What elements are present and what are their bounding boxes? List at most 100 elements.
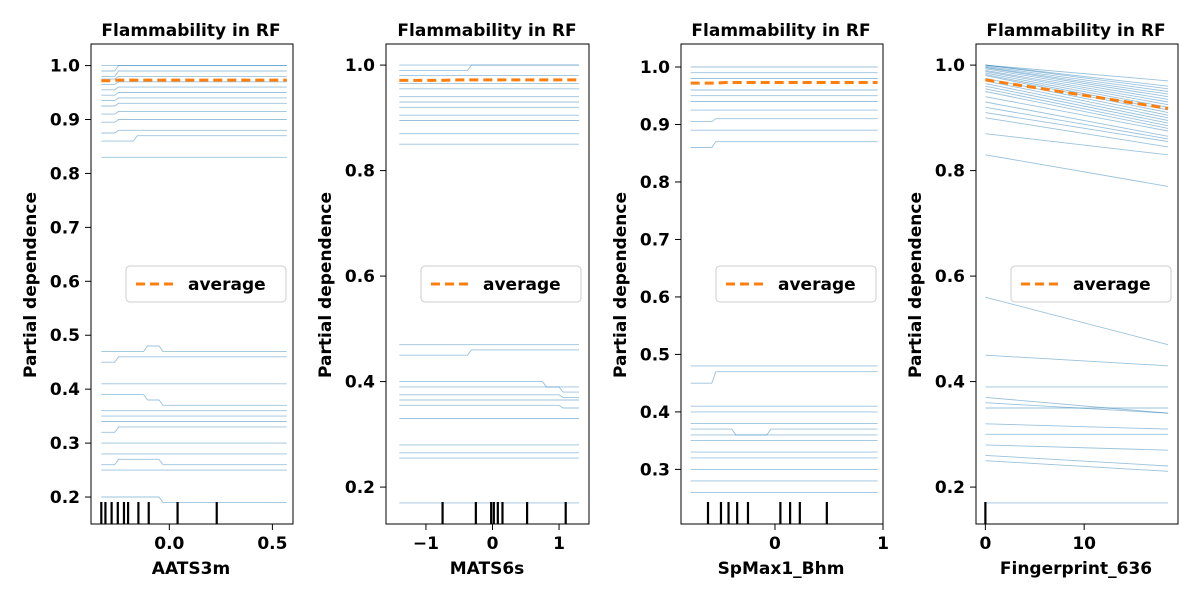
ice-line [101,426,287,433]
y-tick-label: 0.3 [50,434,80,454]
ice-line [399,381,579,388]
ice-line [101,86,287,91]
ice-line [399,349,579,356]
legend-box [420,265,582,303]
panel-title: Flammability in RF [691,21,870,41]
ice-line [399,404,579,409]
ice-line [985,423,1169,430]
ice-line [985,117,1169,148]
y-tick-label: 0.6 [50,272,80,292]
ice-line [985,70,1169,106]
ice-line [399,64,579,71]
plot-frame [385,43,590,525]
x-tick-label: 10 [1072,534,1096,554]
y-tick-label: 0.4 [935,373,965,393]
y-tick-label: 0.2 [345,478,375,498]
x-tick-label: 0 [769,534,781,554]
ice-line [985,67,1169,98]
legend-box [715,265,877,303]
panel-mats6s: Flammability in RF MATS6s Partial depend… [316,21,590,579]
ice-line [985,96,1169,132]
ice-line [690,428,878,436]
x-tick-label: 0 [487,534,499,554]
x-tick-label: 0.5 [257,534,287,554]
ice-line [985,444,1169,451]
ice-line [985,396,1169,414]
ice-line [101,458,287,466]
ice-line [101,496,287,503]
ice-line [101,119,287,123]
ice-line [985,83,1169,121]
ice-line [985,91,1169,129]
ice-line [101,92,287,96]
ice-line [101,65,287,72]
legend-box [125,265,287,303]
ice-line [985,64,1169,82]
y-tick-label: 0.4 [50,380,80,400]
ice-line [399,394,579,398]
ice-line [101,110,287,115]
y-tick-label: 0.9 [50,111,80,131]
ice-line [985,402,1169,414]
average-line [101,78,287,83]
x-tick-label: 0.0 [154,534,184,554]
ice-line [985,72,1169,108]
y-axis-label: Partial dependence [906,192,926,378]
ice-line [690,371,878,384]
panel-spmax1-bhm: Flammability in RF SpMax1_Bhm Partial de… [611,21,889,579]
legend-label: average [483,275,561,295]
y-tick-label: 0.5 [640,345,670,365]
y-tick-label: 0.4 [640,403,670,423]
ice-line [985,106,1169,140]
y-tick-label: 1.0 [345,56,375,76]
ice-line [985,68,1169,100]
panel-title: Flammability in RF [101,21,280,41]
ice-line [985,64,1169,90]
y-tick-label: 0.8 [640,173,670,193]
y-axis-label: Partial dependence [611,192,631,378]
ice-line [985,65,1169,92]
ice-line [101,81,287,85]
plot-frame [975,43,1179,525]
ice-line [101,356,287,363]
average-line [690,81,878,85]
y-tick-label: 0.7 [50,218,80,238]
ice-line [985,112,1169,143]
y-axis-label: Partial dependence [316,192,336,378]
y-tick-label: 0.2 [50,488,80,508]
ice-line [985,454,1169,467]
ice-line [985,69,1169,103]
y-tick-label: 1.0 [50,57,80,77]
y-axis-label: Partial dependence [21,192,41,378]
y-tick-label: 0.6 [345,267,375,287]
y-tick-label: 0.8 [50,164,80,184]
y-tick-label: 1.0 [935,56,965,76]
panel-aats3m: Flammability in RF AATS3m Partial depend… [21,21,294,579]
plot-frame [680,43,884,525]
legend-label: average [778,275,856,295]
x-tick-label: −1 [413,534,439,554]
plot-frame [90,43,294,525]
ice-line [985,64,1169,87]
y-tick-label: 0.2 [935,478,965,498]
ice-line [399,386,579,393]
panel-title: Flammability in RF [986,21,1165,41]
legend-label: average [188,275,266,295]
legend: average [420,265,582,303]
ice-line [101,345,287,352]
ice-line [690,118,878,123]
y-tick-label: 0.6 [640,288,670,308]
x-axis-label: MATS6s [450,559,525,579]
x-axis-label: AATS3m [152,559,230,579]
ice-line [101,102,287,107]
y-tick-label: 0.3 [640,460,670,480]
ice-line [985,101,1169,137]
ice-line [985,88,1169,127]
x-axis-label: Fingerprint_636 [1000,559,1152,579]
ice-line [985,133,1169,156]
ice-line [985,80,1169,119]
y-tick-label: 0.5 [50,326,80,346]
x-tick-label: 1 [553,534,565,554]
average-line [985,78,1169,110]
